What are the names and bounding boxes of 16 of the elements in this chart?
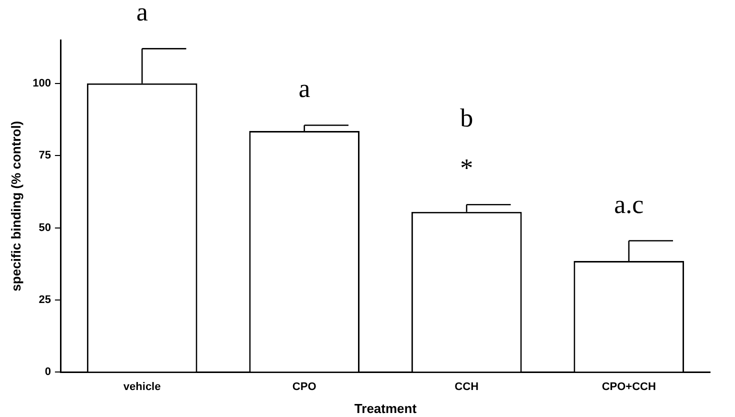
annotation: *: [460, 154, 474, 183]
annotation: b: [460, 104, 474, 133]
x-tick-label: CPO+CCH: [602, 380, 656, 393]
annotation: a.c: [614, 190, 644, 219]
y-tick-label: 100: [32, 77, 51, 90]
x-axis-title: Treatment: [354, 400, 418, 416]
y-axis-title: specific binding (% control): [8, 120, 24, 292]
annotation: a: [136, 0, 148, 27]
x-tick-label: CCH: [454, 380, 479, 393]
x-tick-label: vehicle: [123, 380, 161, 393]
annotation: a: [298, 74, 311, 104]
y-tick-label: 25: [38, 294, 51, 306]
y-tick-label: 75: [38, 150, 51, 162]
y-tick-label: 0: [44, 366, 51, 378]
x-tick-label: CPO: [292, 380, 317, 393]
y-tick-label: 50: [38, 222, 51, 234]
